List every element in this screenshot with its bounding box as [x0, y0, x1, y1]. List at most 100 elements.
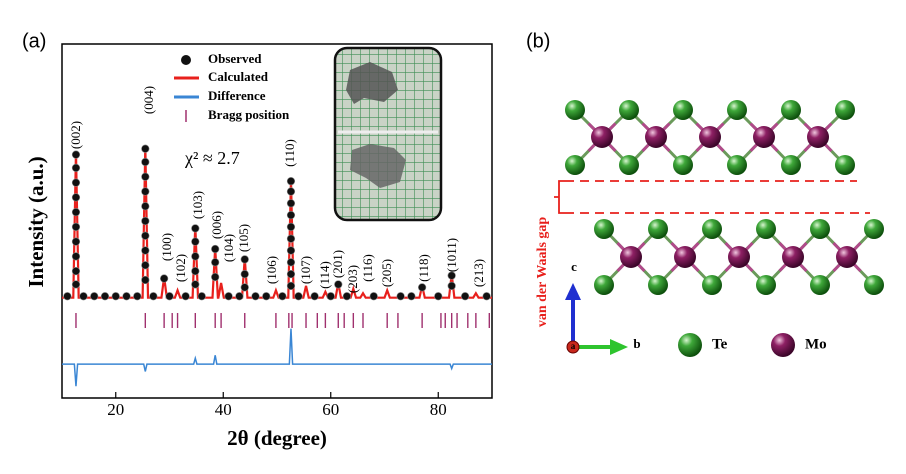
peak-label: (107) [298, 256, 313, 284]
series-line [62, 328, 492, 387]
observed-point [278, 292, 287, 301]
observed-point [326, 292, 335, 301]
observed-point [286, 199, 296, 208]
observed-point [434, 292, 443, 301]
observed-point [71, 150, 81, 159]
te-atom [565, 100, 585, 120]
annotation: χ² ≈ 2.7 [184, 148, 240, 168]
mo-atom [728, 246, 750, 268]
observed-point [71, 267, 81, 276]
observed-point [141, 187, 150, 196]
te-atom [810, 275, 830, 295]
observed-point [71, 237, 81, 246]
axis-arrowhead [610, 339, 628, 355]
te-atom [619, 100, 639, 120]
legend-atom [678, 333, 702, 357]
crystal-structure [565, 100, 884, 295]
observed-point [396, 292, 405, 301]
panel-label: (b) [526, 30, 550, 52]
peak-label: (103) [190, 191, 205, 219]
axis-label: a [571, 341, 576, 351]
observed-point [122, 292, 131, 301]
observed-point [71, 208, 81, 217]
observed-point [141, 172, 150, 181]
peak-label: (114) [317, 261, 332, 289]
observed-point [211, 258, 220, 267]
axis-origin [566, 340, 580, 354]
observed-point [149, 292, 158, 301]
observed-point [79, 292, 88, 301]
peak-label: (104) [221, 234, 236, 262]
peak-label: (110) [282, 139, 297, 167]
peak-label: (201) [330, 250, 345, 278]
observed-point [235, 292, 244, 301]
mo-atom [591, 126, 613, 148]
observed-point [286, 234, 296, 243]
te-atom [594, 219, 614, 239]
observed-point [63, 292, 72, 301]
observed-point [310, 292, 319, 301]
te-atom [864, 219, 884, 239]
observed-point [286, 281, 296, 291]
mo-atom [782, 246, 804, 268]
peak-label: (105) [236, 224, 251, 252]
observed-point [286, 258, 296, 267]
te-atom [781, 100, 801, 120]
te-atom [835, 100, 855, 120]
te-atom [727, 100, 747, 120]
te-atom [781, 155, 801, 175]
observed-point [447, 271, 456, 280]
observed-point [224, 292, 233, 301]
panel-label: (a) [22, 30, 46, 52]
legend-atom [771, 333, 795, 357]
observed-point [71, 280, 81, 289]
observed-point [90, 292, 99, 301]
legend-label: Mo [805, 336, 827, 352]
observed-point [286, 222, 296, 231]
peak-label: (205) [379, 259, 394, 287]
peak-label: (116) [360, 254, 375, 282]
peak-label: (006) [209, 211, 224, 239]
mo-atom [753, 126, 775, 148]
mo-atom [674, 246, 696, 268]
axis-label: c [571, 259, 577, 274]
observed-point [240, 255, 249, 264]
observed-point [141, 246, 150, 255]
observed-point [191, 280, 200, 289]
legend-label: Calculated [208, 69, 269, 84]
peak-label: (100) [159, 233, 174, 261]
gap-lines [554, 180, 870, 214]
mo-atom [620, 246, 642, 268]
peak-label: (002) [68, 121, 83, 149]
axis-arrowhead [565, 283, 581, 300]
observed-point [71, 193, 81, 202]
observed-point [165, 292, 174, 301]
mo-atom [645, 126, 667, 148]
mo-atom [699, 126, 721, 148]
te-atom [756, 275, 776, 295]
x-tick-label: 20 [107, 400, 124, 419]
observed-point [181, 292, 190, 301]
legend-label: Difference [208, 88, 266, 103]
observed-point [211, 272, 220, 282]
peak-label: (004) [141, 86, 156, 114]
observed-point [286, 177, 296, 186]
observed-point [286, 270, 296, 279]
legend-label: Bragg position [208, 107, 290, 122]
observed-point [418, 283, 427, 292]
observed-point [191, 267, 200, 276]
observed-point [334, 280, 343, 289]
observed-point [141, 231, 150, 240]
observed-point [286, 187, 296, 196]
observed-point [262, 292, 271, 301]
observed-point [461, 292, 470, 301]
observed-point [141, 202, 150, 211]
te-atom [673, 155, 693, 175]
peak-label: (106) [264, 256, 279, 284]
observed-point [294, 292, 303, 301]
observed-point [197, 292, 206, 301]
observed-point [100, 292, 110, 301]
te-atom [673, 100, 693, 120]
y-axis-label: Intensity (a.u.) [24, 156, 48, 287]
